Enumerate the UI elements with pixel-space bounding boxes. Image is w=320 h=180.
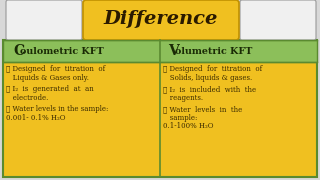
Text: C: C [13, 44, 24, 58]
Bar [3, 40, 317, 62]
Text: Liquids & Gases only.: Liquids & Gases only. [6, 73, 89, 82]
FancyBboxPatch shape [6, 0, 82, 40]
Text: Difference: Difference [104, 10, 218, 28]
Text: 0.1-100% H₂O: 0.1-100% H₂O [163, 122, 213, 130]
Text: ➤ Designed  for  titration  of: ➤ Designed for titration of [163, 65, 262, 73]
FancyBboxPatch shape [83, 0, 239, 40]
Text: Solids, liquids & gases.: Solids, liquids & gases. [163, 73, 252, 82]
Text: ➤ I₂  is  generated  at  an: ➤ I₂ is generated at an [6, 85, 94, 93]
FancyBboxPatch shape [240, 0, 316, 40]
Text: reagents.: reagents. [163, 93, 203, 102]
Text: olumetric KFT: olumetric KFT [175, 46, 252, 55]
Text: oulometric KFT: oulometric KFT [20, 46, 104, 55]
Text: ➤ Designed  for  titration  of: ➤ Designed for titration of [6, 65, 105, 73]
Text: ➤ I₂  is  included  with  the: ➤ I₂ is included with the [163, 85, 256, 93]
Text: V: V [168, 44, 179, 58]
Text: 0.001- 0.1% H₂O: 0.001- 0.1% H₂O [6, 114, 66, 122]
Text: electrode.: electrode. [6, 93, 48, 102]
Text: ➤ Water  levels  in  the: ➤ Water levels in the [163, 105, 242, 113]
Text: sample:: sample: [163, 114, 197, 122]
Text: ➤ Water levels in the sample:: ➤ Water levels in the sample: [6, 105, 108, 113]
Bar [3, 40, 317, 177]
